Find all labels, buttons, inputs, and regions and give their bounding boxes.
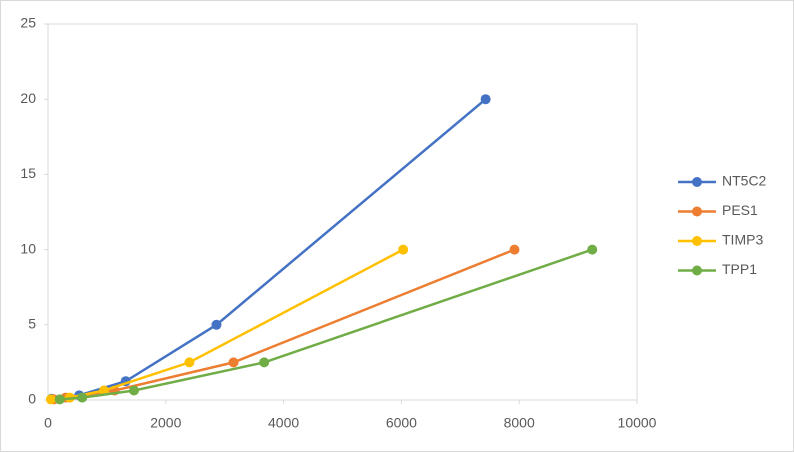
legend-label: TPP1 <box>722 261 757 277</box>
data-point <box>259 357 270 368</box>
y-tick-label: 20 <box>20 90 36 106</box>
y-tick-label: 0 <box>28 391 36 407</box>
legend-label: PES1 <box>722 202 758 218</box>
y-tick-label: 5 <box>28 316 36 332</box>
data-point <box>587 244 598 255</box>
x-tick-label: 0 <box>44 415 52 431</box>
plot-area <box>47 23 638 401</box>
data-point <box>184 357 195 368</box>
x-tick-label: 10000 <box>618 415 657 431</box>
x-tick-label: 2000 <box>150 415 181 431</box>
legend-label: TIMP3 <box>722 232 763 248</box>
y-tick-label: 15 <box>20 165 36 181</box>
data-point <box>509 244 520 255</box>
legend-marker <box>692 177 702 187</box>
data-point <box>398 244 409 255</box>
data-point <box>54 394 65 405</box>
y-tick-label: 25 <box>20 15 36 31</box>
data-point <box>211 319 222 330</box>
data-point <box>480 94 491 105</box>
x-tick-label: 4000 <box>268 415 299 431</box>
y-tick-label: 10 <box>20 240 36 256</box>
legend-label: NT5C2 <box>722 173 767 189</box>
x-tick-label: 8000 <box>504 415 535 431</box>
legend-marker <box>692 206 702 217</box>
data-point <box>45 394 56 405</box>
data-point <box>128 385 139 396</box>
x-tick-label: 6000 <box>386 415 417 431</box>
legend-marker <box>692 236 702 246</box>
legend-marker <box>692 265 702 276</box>
data-point <box>228 357 239 368</box>
data-point <box>77 392 88 403</box>
